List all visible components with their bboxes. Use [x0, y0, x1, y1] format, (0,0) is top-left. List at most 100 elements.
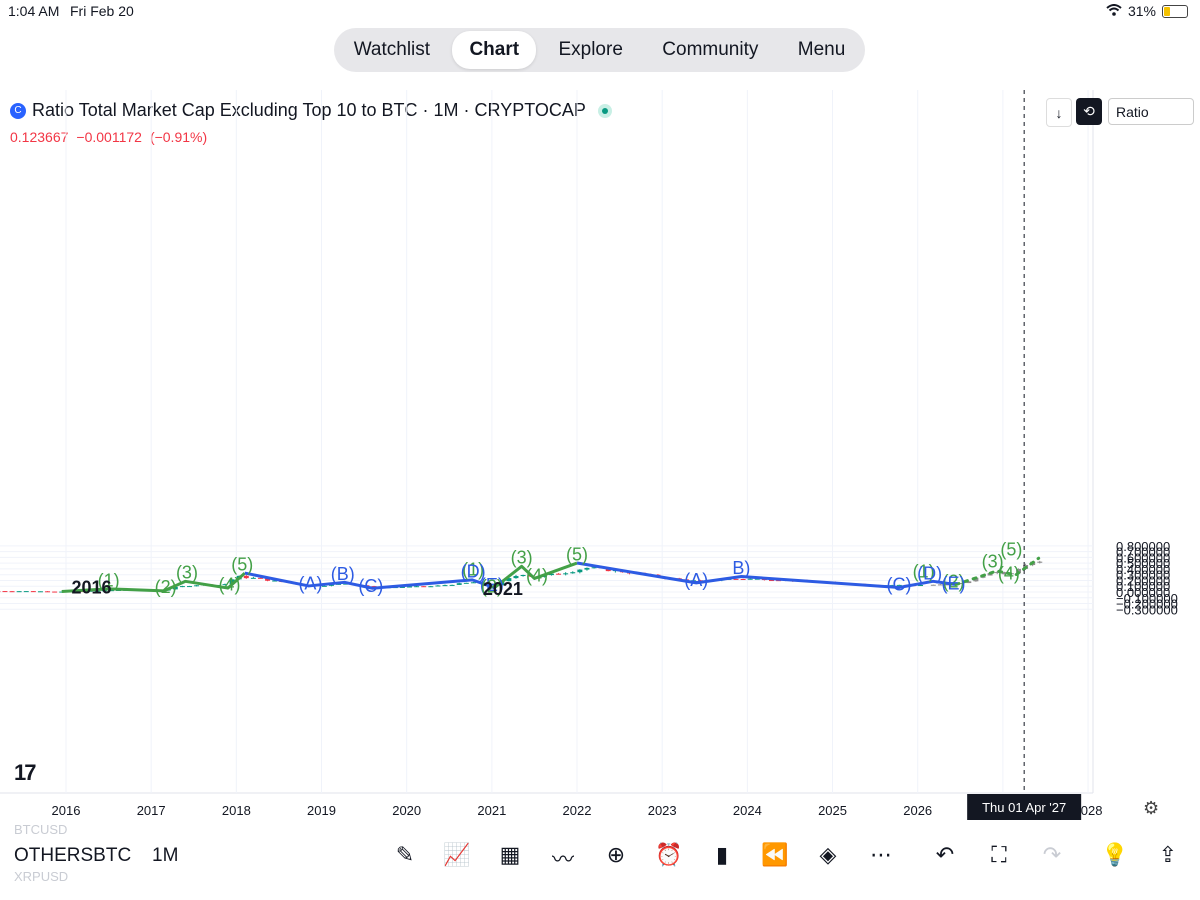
chart-legend[interactable]: C Ratio Total Market Cap Excluding Top 1…	[10, 100, 612, 121]
time-tick-label: 2018	[222, 803, 251, 818]
candle-body	[896, 584, 902, 586]
layers-icon[interactable]: ◈	[819, 842, 837, 867]
projection-candle-body	[937, 584, 943, 586]
tab-chart[interactable]: Chart	[452, 31, 537, 69]
candle-body	[16, 591, 22, 593]
chart-settings-gear-icon[interactable]: ⚙	[1143, 798, 1160, 818]
idea-icon[interactable]: 💡	[1101, 842, 1129, 867]
wave-label: (C)	[358, 576, 383, 596]
elliott-wave-green-impulse-2021	[493, 561, 578, 589]
candle-body	[257, 577, 263, 579]
battery-icon	[1162, 4, 1188, 18]
redo-icon[interactable]: ↷	[1042, 842, 1062, 867]
wave-label: (1)	[913, 561, 935, 581]
elliott-wave-green-projection-2026	[954, 556, 1041, 586]
candle-body	[591, 567, 597, 569]
candle-body	[328, 584, 334, 586]
price-tick-label: 0.700000	[1116, 545, 1170, 560]
compare-icon[interactable]: 〰	[551, 847, 574, 872]
undo-icon[interactable]: ↶	[935, 842, 955, 867]
share-icon[interactable]: ⇪	[1158, 842, 1178, 867]
wave-label: (2)	[155, 577, 177, 597]
wave-label: (4)	[219, 575, 241, 595]
price-tick-label: −0.100000	[1116, 591, 1178, 606]
time-tick-label: 2026	[903, 803, 932, 818]
time-tick-label: 2025	[818, 803, 847, 818]
candle-body	[577, 569, 583, 573]
status-icons: 31%	[1106, 3, 1188, 19]
candle-body	[52, 591, 58, 593]
projection-candle-body	[994, 572, 1000, 574]
alert-icon[interactable]: ⏰	[655, 842, 683, 867]
wave-label: (5)	[1000, 540, 1022, 560]
projection-candle-body	[973, 577, 979, 582]
candle-body	[187, 586, 192, 588]
candle-body	[272, 580, 278, 582]
price-tick-label: 0.400000	[1116, 562, 1170, 577]
time-tick-label: 2022	[563, 803, 592, 818]
wave-label: (A)	[298, 573, 322, 593]
candle-body	[520, 574, 526, 577]
indicators-icon[interactable]: 📈	[443, 842, 471, 867]
projection-candle-body	[930, 584, 936, 586]
candle-body	[690, 580, 696, 582]
price-tick-label: 0.800000	[1116, 539, 1170, 554]
price-change: −0.001172	[76, 129, 142, 145]
scale-mode-select[interactable]: Ratio	[1108, 98, 1194, 125]
candle-body	[229, 579, 235, 585]
battery-percent: 31%	[1127, 3, 1156, 19]
tab-community[interactable]: Community	[662, 39, 759, 60]
price-tick-label: 0.600000	[1116, 550, 1170, 565]
price-chart[interactable]: 0.8000000.7000000.6000000.5000000.400000…	[0, 90, 1200, 822]
wave-label: (E)	[941, 573, 965, 593]
candle-body	[563, 573, 569, 575]
bar-style-icon[interactable]: ▮	[715, 842, 729, 867]
wifi-icon	[1106, 3, 1122, 19]
reset-scale-button[interactable]: ⟲	[1076, 98, 1102, 125]
tab-menu[interactable]: Menu	[797, 39, 846, 60]
scale-down-button[interactable]: ↓	[1046, 98, 1072, 127]
wave-label: (2)	[942, 572, 964, 592]
candle-body	[179, 586, 185, 588]
candle-body	[470, 582, 476, 584]
tab-watchlist[interactable]: Watchlist	[353, 39, 431, 60]
candle-body	[442, 585, 448, 587]
pen-icon[interactable]: ✎	[395, 842, 415, 867]
symbol-button[interactable]: OTHERSBTC	[14, 845, 132, 866]
candle-body	[776, 580, 782, 582]
date: Fri Feb 20	[70, 3, 134, 19]
candle-body	[747, 578, 753, 580]
wave-label: (4)	[526, 566, 548, 586]
bottom-toolbar: BTCUSD OTHERSBTC 1M XRPUSD ✎ 📈 ▦ 〰 ⊕ ⏰ ▮…	[0, 822, 1200, 900]
wave-label: (D)	[461, 562, 486, 582]
layout-icon[interactable]: ▦	[499, 842, 521, 867]
add-icon[interactable]: ⊕	[606, 842, 626, 867]
projection-candle-body	[966, 581, 972, 584]
price-info: 0.123667 −0.001172 (−0.91%)	[10, 129, 207, 145]
chart-title: Ratio Total Market Cap Excluding Top 10 …	[32, 100, 586, 120]
projection-candle-body	[1001, 572, 1007, 575]
elliott-wave-blue-correction-2018	[244, 571, 495, 590]
time-tick-label: 2020	[392, 803, 421, 818]
wave-label: (1)	[98, 571, 120, 591]
wave-label: (A)	[684, 570, 708, 590]
candle-body	[9, 591, 15, 593]
wave-label: (2)	[481, 577, 503, 597]
candle-body	[733, 578, 739, 580]
more-icon[interactable]: ⋯	[870, 842, 892, 867]
candle-body	[513, 576, 519, 579]
elliott-wave-green-impulse-2016	[61, 571, 246, 594]
interval-button[interactable]: 1M	[152, 845, 179, 866]
status-bar: 1:04 AM Fri Feb 20 31%	[0, 0, 1200, 24]
candle-body	[343, 583, 349, 585]
replay-icon[interactable]: ⏪	[761, 842, 789, 867]
time-tick-label: 2019	[307, 803, 336, 818]
candle-body	[94, 590, 100, 592]
wave-label: B)	[732, 558, 750, 578]
candle-body	[265, 578, 271, 581]
fullscreen-icon[interactable]: ⛶	[991, 842, 1007, 867]
price-tick-label: 0.500000	[1116, 556, 1170, 571]
price-tick-label: −0.200000	[1116, 597, 1178, 612]
tab-explore[interactable]: Explore	[558, 39, 623, 60]
candle-body	[101, 590, 107, 592]
